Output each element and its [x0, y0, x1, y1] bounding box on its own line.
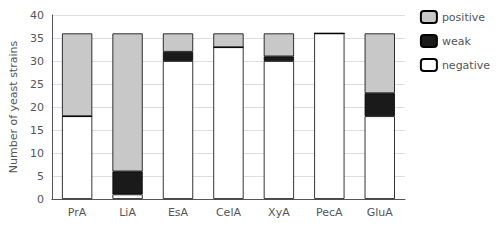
svg-text:EsA: EsA	[168, 206, 189, 219]
svg-text:GluA: GluA	[367, 206, 394, 219]
svg-text:40: 40	[30, 9, 44, 22]
svg-text:25: 25	[30, 78, 44, 91]
svg-text:CelA: CelA	[216, 206, 242, 219]
svg-text:10: 10	[30, 147, 44, 160]
svg-text:weak: weak	[442, 35, 472, 48]
svg-text:15: 15	[30, 124, 44, 137]
svg-text:PrA: PrA	[68, 206, 87, 219]
svg-text:35: 35	[30, 32, 44, 45]
svg-text:0: 0	[37, 193, 44, 206]
svg-text:Number of yeast strains: Number of yeast strains	[7, 41, 20, 174]
svg-text:LiA: LiA	[119, 206, 136, 219]
svg-text:XyA: XyA	[268, 206, 290, 219]
svg-text:positive: positive	[442, 11, 485, 24]
svg-text:PecA: PecA	[316, 206, 343, 219]
svg-text:30: 30	[30, 55, 44, 68]
svg-text:negative: negative	[442, 59, 490, 72]
svg-text:20: 20	[30, 101, 44, 114]
svg-text:5: 5	[37, 170, 44, 183]
